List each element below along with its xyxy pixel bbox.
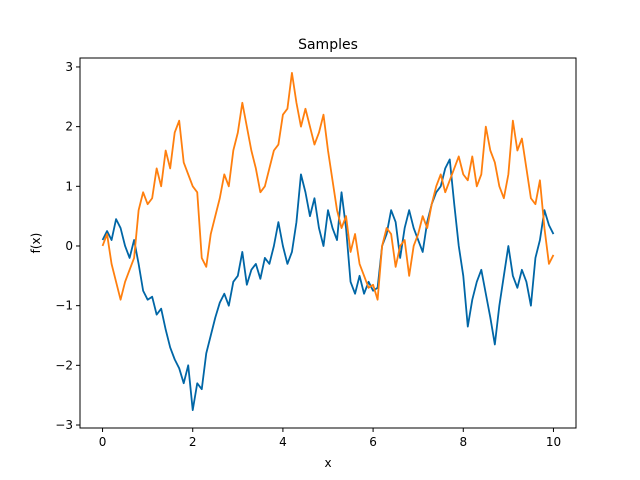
x-tick-label: 0 [99, 435, 107, 449]
series-line-2 [101, 72, 555, 301]
x-tick-label: 4 [279, 435, 287, 449]
plot-lines [101, 72, 555, 412]
y-tick-label: 1 [65, 179, 73, 193]
x-tick-label: 8 [459, 435, 467, 449]
y-tick-label: −1 [55, 299, 73, 313]
y-tick-label: −2 [55, 358, 73, 372]
x-tick-label: 6 [369, 435, 377, 449]
y-tick-label: 0 [65, 239, 73, 253]
plot-frame [79, 57, 577, 429]
x-axis-label: x [324, 456, 331, 470]
y-tick-label: −3 [55, 418, 73, 432]
x-tick-label: 2 [189, 435, 197, 449]
chart-title: Samples [298, 37, 358, 53]
y-tick-label: 3 [65, 60, 73, 74]
series-line-1 [101, 158, 555, 412]
axes: 0 2 4 6 8 10 −3 −2 −1 0 1 2 3 [55, 60, 561, 449]
x-tick-label: 10 [546, 435, 561, 449]
y-tick-label: 2 [65, 120, 73, 134]
y-axis-label: f(x) [29, 233, 43, 254]
